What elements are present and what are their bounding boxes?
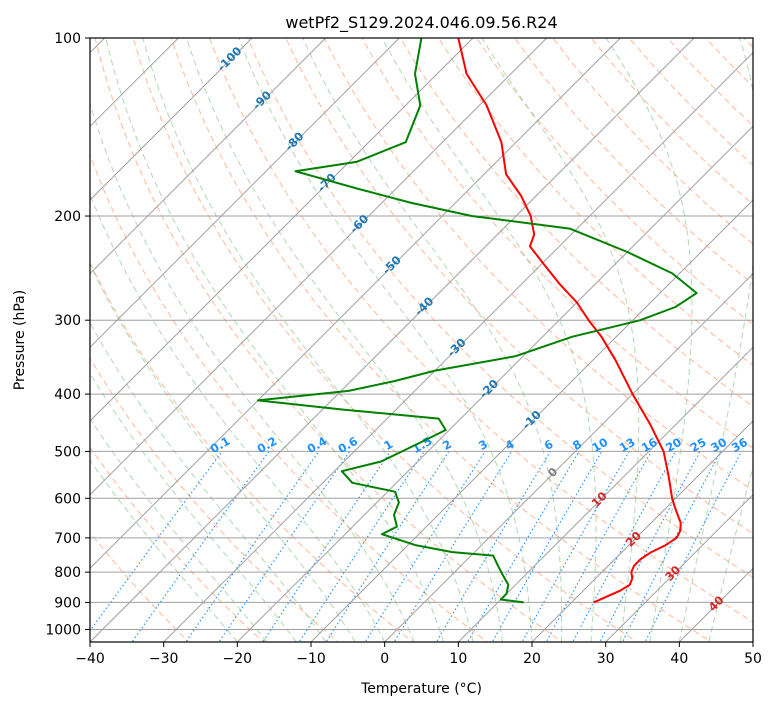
dry-adiabat: [247, 38, 753, 578]
moist-adiabat: [105, 38, 445, 642]
moist-adiabat: [708, 465, 753, 642]
mixing-ratio-line: [131, 451, 270, 642]
mixing-ratio-line: [393, 451, 513, 642]
moist-adiabat: [381, 38, 597, 642]
mixing-ratio-line: [325, 451, 450, 642]
mixing-ratio-line: [545, 451, 652, 642]
isotherm-line: [163, 51, 753, 642]
isotherm-line: [90, 38, 327, 275]
x-tick-label: 30: [597, 651, 615, 667]
isotherm-line: [531, 420, 753, 642]
dry-adiabat: [476, 38, 753, 326]
moist-adiabat: [302, 38, 563, 642]
moist-adiabat: [605, 38, 693, 642]
x-tick-label: −40: [75, 651, 105, 667]
y-tick-label: 600: [54, 491, 81, 507]
dry-adiabat: [323, 38, 753, 492]
plot-frame: [89, 37, 754, 643]
moist-adiabat: [481, 38, 640, 642]
mixing-ratio-line: [466, 451, 580, 642]
dry-adiabat: [361, 38, 753, 449]
dry-adiabat: [514, 38, 753, 285]
plot-background-lines: [90, 38, 753, 642]
mixing-ratio-label: 16: [639, 435, 660, 455]
x-tick-label: −30: [149, 651, 179, 667]
moist-adiabat: [90, 101, 415, 642]
x-tick-label: 10: [449, 651, 467, 667]
x-axis: −40 −30 −20 −10 0 10 20 30 40 50: [75, 642, 762, 667]
x-tick-label: −10: [296, 651, 326, 667]
mixing-ratio-line: [262, 451, 391, 642]
isotherm-line: [90, 38, 400, 349]
temperature-profile-line: [457, 38, 682, 604]
moist-adiabat: [90, 193, 386, 642]
y-tick-label: 100: [54, 31, 81, 47]
isotherm-line: [90, 38, 621, 570]
mixing-ratio-label: 20: [663, 435, 684, 455]
y-tick-label: 700: [54, 531, 81, 547]
isotherm-line: [90, 38, 695, 642]
dry-adiabat: [399, 38, 753, 408]
y-tick-label: 900: [54, 595, 81, 611]
mixing-ratio-line: [364, 451, 486, 642]
x-tick-label: −20: [223, 651, 253, 667]
isotherm-line: [384, 272, 753, 642]
x-tick-label: 50: [744, 651, 762, 667]
isotherm-line: [457, 346, 753, 642]
isotherm-line: [605, 493, 753, 642]
y-tick-label: 400: [54, 387, 81, 403]
mixing-ratio-label: 36: [729, 435, 750, 455]
y-tick-label: 300: [54, 313, 81, 329]
mixing-ratio-line: [572, 451, 676, 642]
isotherm-line: [236, 125, 753, 642]
dry-adiabat: [437, 38, 753, 366]
x-axis-label: Temperature (°C): [360, 681, 482, 697]
chart-title: wetPf2_S129.2024.046.09.56.R24: [285, 13, 557, 33]
mixing-ratio-label: 30: [708, 435, 729, 455]
y-tick-label: 200: [54, 209, 81, 225]
mixing-ratio-line: [298, 451, 425, 642]
moist-adiabat: [90, 459, 238, 642]
x-tick-label: 20: [523, 651, 541, 667]
isotherm-line: [310, 199, 753, 642]
y-tick-label: 500: [54, 444, 81, 460]
moist-adiabat: [90, 321, 327, 642]
mixing-ratio-line: [599, 451, 701, 642]
isotherm-line: [90, 38, 474, 422]
dry-adiabat: [90, 261, 414, 642]
moist-adiabat: [142, 38, 474, 642]
mixing-ratio-line: [218, 451, 351, 642]
y-tick-label: 800: [54, 565, 81, 581]
moist-adiabat: [90, 372, 297, 642]
y-axis-label: Pressure (hPa): [12, 290, 28, 390]
moist-adiabat: [238, 38, 533, 642]
profile-series: [256, 38, 698, 604]
mixing-ratio-label: 10: [589, 435, 610, 455]
isotherm-line: [90, 38, 548, 496]
mixing-ratio-line: [90, 451, 223, 632]
y-tick-label: 1000: [45, 622, 81, 638]
mixing-ratio-label: 25: [688, 435, 709, 455]
isotherm-line: [90, 38, 253, 201]
mixing-ratio-line: [185, 451, 320, 642]
dewpoint-profile-line: [256, 38, 698, 604]
dry-adiabat: [285, 38, 753, 535]
moist-adiabat: [186, 38, 503, 642]
moist-adiabat: [90, 417, 268, 642]
y-axis: 100 200 300 400 500 600 700 800 900 1000: [45, 31, 90, 638]
mixing-ratio-line: [435, 451, 552, 642]
x-tick-label: 0: [380, 651, 389, 667]
mixing-ratio-line: [621, 451, 722, 642]
moist-adiabat: [678, 38, 753, 642]
moist-adiabat: [90, 263, 356, 642]
x-tick-label: 40: [670, 651, 688, 667]
mixing-ratio-label: 13: [617, 435, 638, 455]
